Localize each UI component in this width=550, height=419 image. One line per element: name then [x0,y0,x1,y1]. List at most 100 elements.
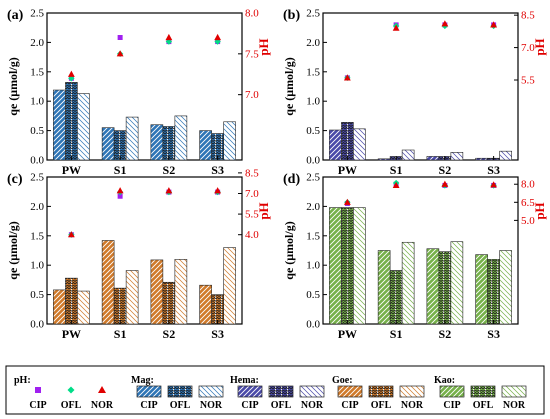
y-right-axis-label: pH [532,202,547,219]
bar-nor [174,259,188,325]
y-tick-label: 2.0 [306,37,320,49]
chart-panel: (a) 0.0 0.5 1.0 1.5 2.0 2.5 7.0 7.5 8.0 qe (μmol/g… [6,8,271,178]
legend-swatch-label: CIP [140,400,157,411]
y-tick-label: 1.5 [306,230,320,242]
legend-swatch [268,385,294,398]
ph-point-nor [165,187,173,194]
bar-cip [150,124,164,161]
y-tick-label: 2.5 [306,8,320,20]
y-right-tick-label: 4.0 [245,229,259,241]
panel-label: (d) [283,172,300,187]
legend-swatch-label: CIP [241,400,258,411]
x-tick-label: S3 [211,163,224,177]
legend: pH: CIP OFL NOR Mag: CIP OFL NOR Hema: CIP OFL NOR G… [5,365,545,415]
bar-ofl [113,130,127,161]
bar-cip [426,248,440,325]
legend-swatch-label: NOR [401,400,424,411]
bar-nor [450,241,464,325]
y-tick-label: 2.5 [306,172,320,184]
ph-point-nor [67,231,75,238]
y-tick-label: 1.5 [30,230,44,242]
y-tick-label: 0.0 [30,155,44,167]
y-right-tick-label: 5.5 [521,75,535,87]
bar-cip [475,254,488,325]
bar-nor [174,115,188,161]
bar-ofl [162,126,176,161]
legend-group-title: Kao: [434,375,455,386]
legend-ph-marker-cip [35,387,41,393]
legend-swatch-label: CIP [443,400,460,411]
y-tick-label: 0.0 [306,319,320,331]
bar-cip [377,158,391,161]
ph-point-ofl [68,75,75,82]
x-tick-label: S2 [163,327,176,341]
y-tick-label: 2.0 [30,201,44,213]
bar-nor [77,290,90,325]
x-tick-label: PW [62,163,81,177]
y-axis-label: qe (μmol/g) [6,57,20,115]
bar-cip [53,289,66,325]
y-tick-label: 0.5 [306,125,320,137]
chart-panel: (b) 0.0 0.5 1.0 1.5 2.0 2.5 5.5 7.0 8.5 qe (μmol/g… [282,8,547,178]
bar-nor [223,121,236,161]
chart-panels: (a) 0.0 0.5 1.0 1.5 2.0 2.5 7.0 7.5 8.0 qe (μmol/g… [6,8,547,342]
y-right-tick-label: 7.0 [245,89,259,101]
ph-point-nor [67,70,75,77]
y-right-axis-label: pH [532,38,547,55]
ph-point-nor [490,21,498,28]
plot-frame [322,176,519,325]
legend-swatch-label: NOR [200,400,223,411]
bar-cip [53,89,66,161]
y-tick-label: 0.5 [30,289,44,301]
legend-swatch [337,385,363,398]
bar-ofl [389,270,403,325]
legend-swatch [136,385,162,398]
x-tick-label: PW [62,327,81,341]
ph-point-nor [392,181,400,189]
legend-swatch-label: OFL [170,400,191,411]
x-tick-label: S1 [114,327,127,341]
x-tick-label: S3 [211,327,224,341]
y-axis-label: qe (μmol/g) [6,221,20,279]
bar-cip [329,129,342,161]
bar-nor [353,128,366,161]
x-tick-label: S1 [390,327,403,341]
ph-point-cip [117,193,123,199]
bar-nor [401,149,415,161]
bar-cip [475,157,488,161]
x-tick-label: S2 [439,327,452,341]
y-tick-label: 2.0 [306,201,320,213]
legend-ph-marker-ofl [67,386,75,394]
y-right-axis-label: pH [256,38,271,55]
legend-swatch-label: NOR [503,400,526,411]
ph-point-nor [490,181,498,188]
y-tick-label: 0.5 [30,125,44,137]
legend-swatch [470,385,496,398]
bar-cip [199,130,212,161]
bar-nor [125,270,139,325]
y-right-tick-label: 7.0 [245,188,259,200]
bar-ofl [487,259,500,325]
bar-ofl [341,207,354,325]
bar-ofl [65,82,78,161]
x-tick-label: S2 [439,163,452,177]
bar-cip [199,284,212,325]
legend-swatch [198,385,224,398]
legend-swatch-label: OFL [473,400,494,411]
y-right-tick-label: 8.0 [245,8,259,20]
ph-point-nor [343,74,351,81]
legend-group-title: Mag: [131,375,154,386]
x-tick-label: S3 [487,163,500,177]
x-tick-label: S2 [163,163,176,177]
legend-ph-label: NOR [91,400,114,411]
bar-nor [77,93,90,161]
panel-label: (b) [283,8,300,23]
x-tick-label: PW [338,327,357,341]
x-tick-label: PW [338,163,357,177]
legend-group-title: Hema: [230,375,259,386]
legend-swatch [439,385,465,398]
x-tick-label: S1 [114,163,127,177]
bar-ofl [113,287,127,325]
y-tick-label: 1.5 [306,66,320,78]
ph-point-ofl [214,38,221,45]
